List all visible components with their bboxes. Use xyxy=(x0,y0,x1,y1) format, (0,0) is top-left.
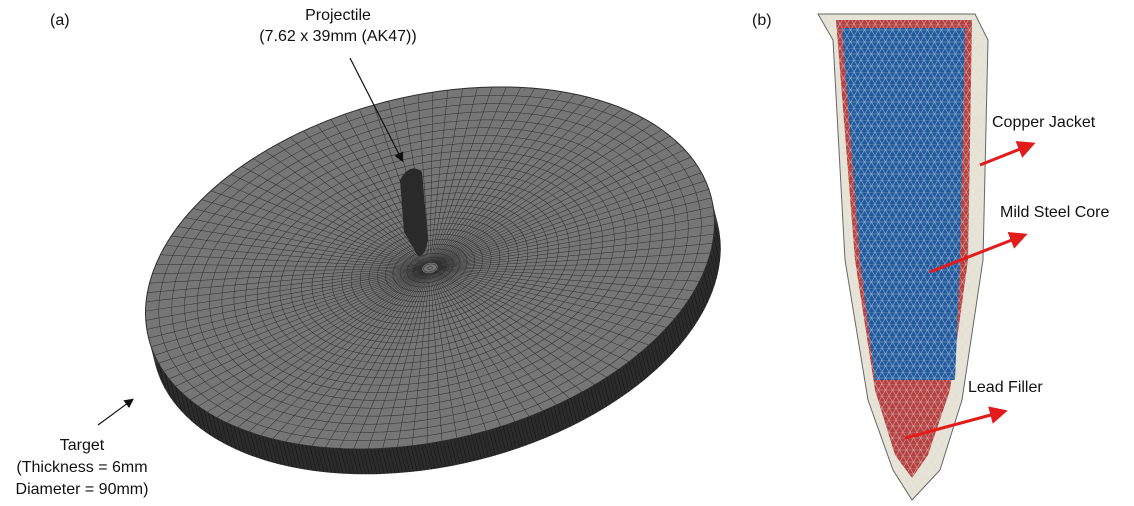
label: (Thickness = 6mm xyxy=(16,459,147,476)
panel-label: (b) xyxy=(752,12,772,29)
panel-label: (a) xyxy=(50,12,70,29)
label: Diameter = 90mm) xyxy=(16,481,149,498)
target-disc xyxy=(107,31,759,506)
callout: Lead Filler xyxy=(968,379,1043,396)
figure: (a) (b) Projectile (7.62 x 39mm (AK47)) … xyxy=(0,0,1134,506)
callout: Mild Steel Core xyxy=(1000,204,1109,221)
arrow xyxy=(980,145,1030,165)
bullet-section xyxy=(810,10,1000,506)
arrow xyxy=(98,400,132,425)
label: Target xyxy=(60,437,105,454)
callout: Copper Jacket xyxy=(992,114,1096,131)
label: (7.62 x 39mm (AK47)) xyxy=(259,28,416,45)
label: Projectile xyxy=(305,7,371,24)
